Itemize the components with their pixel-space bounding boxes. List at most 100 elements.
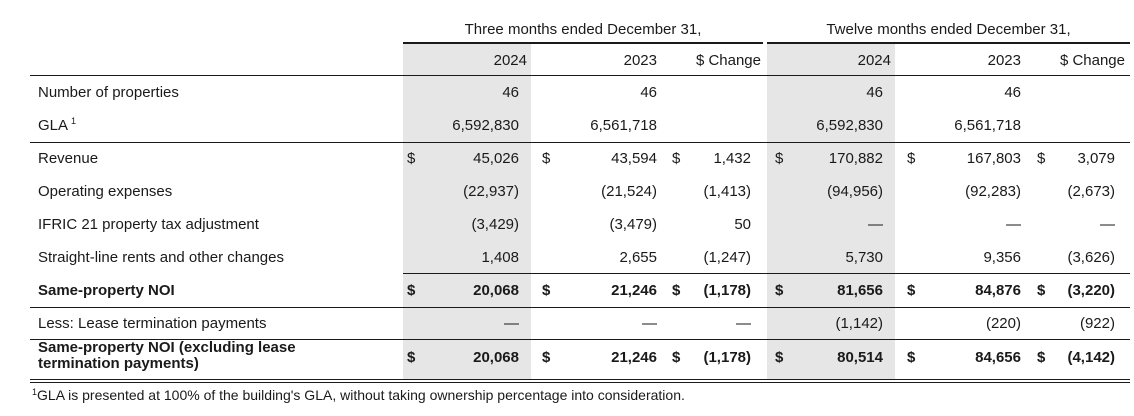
table-cell: — [736,315,751,332]
table-cell: — [1006,216,1021,233]
row-label: Number of properties [38,84,179,101]
row-label: Same-property NOI [38,282,175,299]
row-label-text: Same-property NOI (excluding lease termi… [38,339,296,372]
table-cell: (220) [985,315,1021,332]
footnote-ref: 1 [71,116,77,126]
table-cell: 81,656 [837,282,883,299]
table-cell: 46 [866,84,883,101]
table-cell: 46 [640,84,657,101]
table-cell: 2,655 [619,249,657,266]
row-label-text: Revenue [38,150,99,167]
rule-under-noi [30,307,1130,308]
table-cell: 80,514 [837,349,883,366]
header-rule-three [403,42,763,44]
table-cell: (1,178) [703,282,751,299]
shade-three-months-2024 [403,44,531,379]
rule-above-noi-excl [30,339,1130,340]
table-cell: (22,937) [463,183,519,200]
table-cell: 6,561,718 [954,117,1021,134]
table-cell: (3,626) [1067,249,1115,266]
currency-symbol: $ [407,349,416,366]
table-cell: 50 [734,216,751,233]
table-cell: 43,594 [611,150,657,167]
row-label: Revenue [38,150,98,167]
table-cell: (94,956) [827,183,883,200]
currency-symbol: $ [775,282,784,299]
rule-bottom-1 [30,379,1130,380]
table-cell: 1,408 [481,249,519,266]
table-cell: (1,413) [703,183,751,200]
table-cell: (3,220) [1067,282,1115,299]
currency-symbol: $ [407,150,416,167]
rule-under-gla [30,142,1130,143]
table-cell: 6,592,830 [452,117,519,134]
table-cell: 46 [1004,84,1021,101]
table-cell: (3,479) [609,216,657,233]
table-cell: 20,068 [473,282,519,299]
table-cell: — [868,216,883,233]
currency-symbol: $ [907,282,916,299]
table-cell: (1,142) [835,315,883,332]
table-cell: — [1100,216,1115,233]
row-label: Operating expenses [38,183,172,200]
currency-symbol: $ [542,349,551,366]
row-label: Same-property NOI (excluding lease termi… [38,340,296,372]
shade-twelve-months-2024 [767,44,895,379]
table-cell: 45,026 [473,150,519,167]
row-label-text: Operating expenses [38,183,173,200]
table-cell: 170,882 [828,150,883,167]
row-label-text: Less: Lease termination payments [38,315,267,332]
currency-symbol: $ [672,282,681,299]
table-cell: (21,524) [601,183,657,200]
table-cell: (1,247) [703,249,751,266]
rule-above-noi [403,273,1130,274]
currency-symbol: $ [1037,349,1046,366]
table-cell: — [642,315,657,332]
row-label: Straight-line rents and other changes [38,249,284,266]
table-cell: — [504,315,519,332]
twelve-months-header: Twelve months ended December 31, [826,21,1071,38]
table-cell: 21,246 [611,349,657,366]
currency-symbol: $ [542,150,551,167]
currency-symbol: $ [1037,282,1046,299]
currency-symbol: $ [907,349,916,366]
row-label: Less: Lease termination payments [38,315,266,332]
footnote-marker: 1 [32,387,38,397]
three-months-header: Three months ended December 31, [464,21,702,38]
currency-symbol: $ [1037,150,1046,167]
row-label-text: GLA [38,117,69,134]
row-label-text: IFRIC 21 property tax adjustment [38,216,259,233]
table-cell: 9,356 [983,249,1021,266]
table-cell: (922) [1079,315,1115,332]
table-cell: 46 [502,84,519,101]
footnote-text: GLA is presented at 100% of the building… [37,387,685,403]
table-cell: 20,068 [473,349,519,366]
col-header-3m-change: $ Change [695,52,761,69]
table-cell: 167,803 [966,150,1021,167]
table-cell: 21,246 [611,282,657,299]
table-cell: (2,673) [1067,183,1115,200]
table-cell: 84,876 [975,282,1021,299]
currency-symbol: $ [775,349,784,366]
col-header-3m-2024: 2024 [493,52,527,69]
col-header-12m-2023: 2023 [987,52,1021,69]
table-cell: (1,178) [703,349,751,366]
row-label: IFRIC 21 property tax adjustment [38,216,259,233]
row-label-text: Straight-line rents and other changes [38,249,284,266]
currency-symbol: $ [407,282,416,299]
row-label-text: Same-property NOI [38,282,175,299]
currency-symbol: $ [672,349,681,366]
currency-symbol: $ [907,150,916,167]
currency-symbol: $ [542,282,551,299]
table-cell: 6,561,718 [590,117,657,134]
table-cell: 1,432 [713,150,751,167]
table-cell: (4,142) [1067,349,1115,366]
col-header-12m-change: $ Change [1059,52,1125,69]
currency-symbol: $ [775,150,784,167]
table-cell: 5,730 [845,249,883,266]
col-header-3m-2023: 2023 [623,52,657,69]
header-rule-twelve [767,42,1130,44]
table-cell: 3,079 [1077,150,1115,167]
table-cell: (92,283) [965,183,1021,200]
col-header-12m-2024: 2024 [857,52,891,69]
